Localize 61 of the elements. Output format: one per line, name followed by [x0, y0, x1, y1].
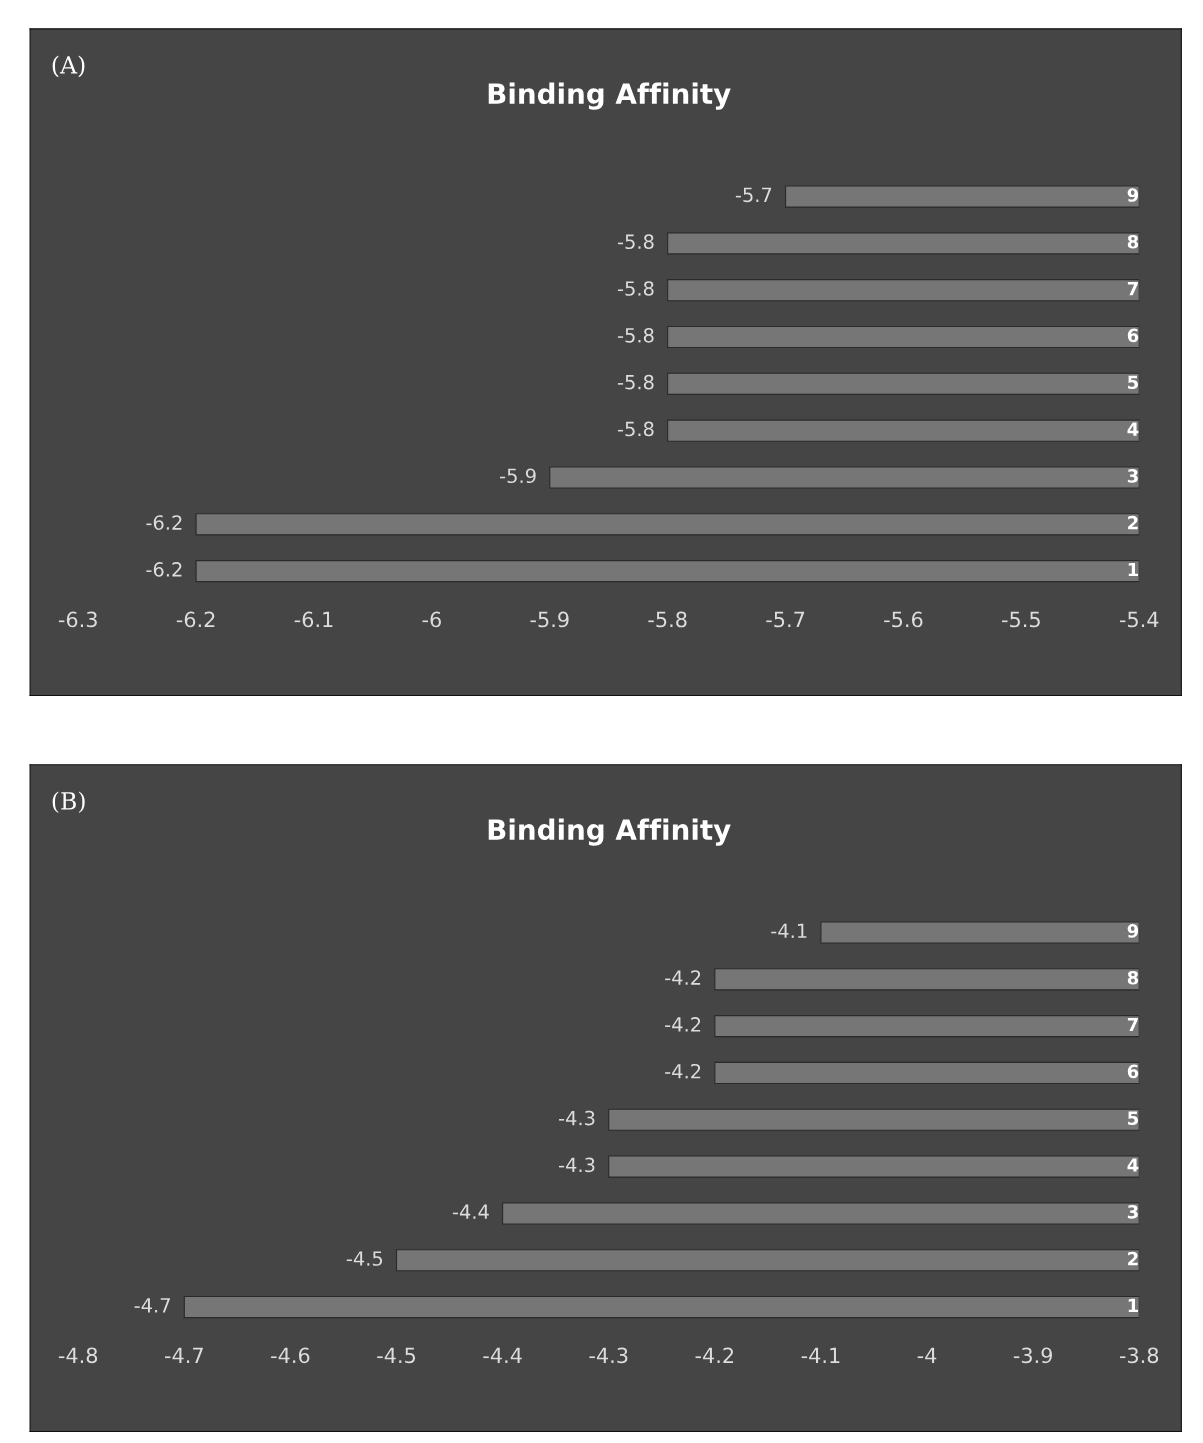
x-tick-label: -5.8 [648, 611, 687, 628]
data-label: -4.1 [771, 923, 807, 938]
x-tick-label: -6.2 [176, 611, 215, 628]
y-tick-label: 4 [1127, 1158, 1139, 1172]
x-tick-label: -4.8 [58, 1347, 98, 1364]
data-label: -5.8 [617, 234, 654, 250]
x-tick-label: -5.7 [766, 611, 805, 628]
data-label: -4.5 [346, 1251, 383, 1266]
data-label: -4.3 [559, 1157, 595, 1173]
y-tick-label: 5 [1128, 1111, 1138, 1126]
data-label: -4.3 [559, 1110, 595, 1126]
y-tick-label: 5 [1128, 375, 1138, 390]
data-label: -4.4 [452, 1204, 489, 1219]
x-tick-label: -4.1 [801, 1347, 840, 1363]
data-label: -4.2 [665, 1063, 701, 1079]
y-tick-label: 1 [1128, 562, 1138, 577]
y-tick-label: 3 [1127, 1204, 1138, 1219]
x-tick-label: -5.5 [1002, 611, 1040, 628]
x-tick-label: -4.6 [271, 1347, 310, 1364]
y-tick-label: 6 [1127, 1064, 1139, 1079]
x-tick-label: -4 [917, 1347, 937, 1363]
x-tick-label: -4.5 [377, 1347, 416, 1364]
x-tick-label: -4.4 [483, 1347, 522, 1363]
x-tick-label: -3.9 [1013, 1347, 1052, 1364]
data-label: -4.7 [134, 1298, 170, 1313]
chart-title: Binding Affinity [488, 818, 731, 846]
y-tick-label: 9 [1127, 188, 1139, 202]
y-tick-label: 7 [1127, 282, 1138, 296]
y-tick-label: 7 [1127, 1017, 1138, 1032]
data-label: -5.8 [617, 374, 654, 390]
x-tick-label: -6.1 [294, 611, 333, 628]
x-tick-label: -4.2 [695, 1347, 734, 1363]
chart-title: Binding Affinity [488, 82, 731, 110]
data-label: -5.8 [617, 421, 654, 437]
text: (B) [52, 791, 85, 814]
x-tick-label: -4.7 [164, 1347, 203, 1363]
data-label: -4.2 [665, 970, 701, 985]
y-tick-label: 2 [1128, 1251, 1138, 1266]
data-label: -5.8 [617, 327, 654, 343]
x-tick-label: -5.6 [884, 611, 923, 628]
x-tick-label: -5.4 [1119, 611, 1159, 628]
y-tick-label: 2 [1128, 515, 1138, 530]
x-tick-label: -6 [422, 611, 441, 628]
y-tick-label: 4 [1127, 422, 1139, 436]
data-label: -5.7 [735, 187, 772, 203]
data-label: -4.2 [665, 1017, 701, 1032]
y-tick-label: 8 [1127, 234, 1139, 249]
x-tick-label: -4.3 [589, 1347, 628, 1364]
data-label: -6.2 [146, 562, 182, 577]
data-label: -5.9 [500, 468, 536, 484]
y-tick-label: 1 [1128, 1298, 1138, 1313]
y-tick-label: 8 [1127, 970, 1139, 985]
y-tick-label: 3 [1127, 469, 1138, 483]
data-label: -5.8 [617, 281, 654, 296]
x-tick-label: -3.8 [1119, 1347, 1159, 1364]
y-tick-label: 9 [1127, 924, 1139, 938]
y-tick-label: 6 [1127, 328, 1139, 343]
text: (A) [52, 55, 85, 78]
data-label: -6.2 [146, 515, 182, 530]
x-tick-label: -5.9 [530, 611, 569, 628]
x-tick-label: -6.3 [58, 611, 97, 628]
